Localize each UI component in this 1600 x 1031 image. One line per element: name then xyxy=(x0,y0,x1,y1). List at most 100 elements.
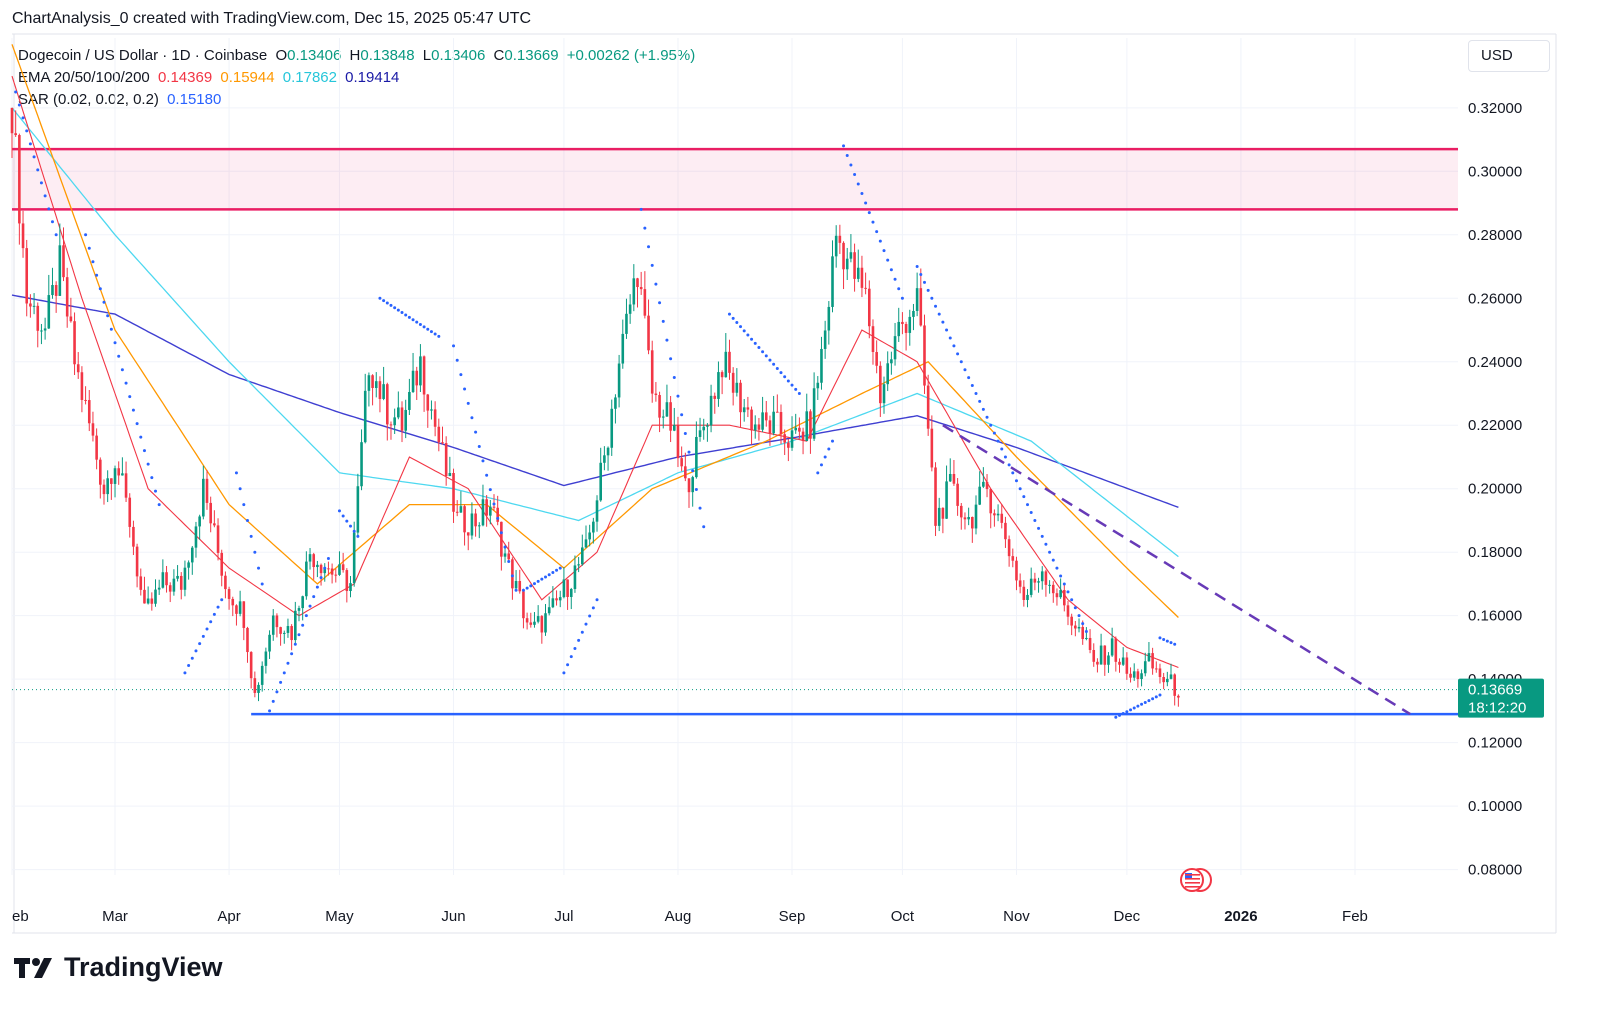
candle-body[interactable] xyxy=(363,390,367,443)
candle-body[interactable] xyxy=(205,478,209,503)
candle-body[interactable] xyxy=(319,564,323,574)
candle-body[interactable] xyxy=(400,407,404,431)
candle-body[interactable] xyxy=(183,567,187,590)
candle-body[interactable] xyxy=(264,651,268,666)
candle-body[interactable] xyxy=(834,235,838,257)
candle-body[interactable] xyxy=(1077,626,1081,629)
candle-body[interactable] xyxy=(544,613,547,633)
candle-body[interactable] xyxy=(301,596,304,609)
candle-body[interactable] xyxy=(179,575,183,590)
candle-body[interactable] xyxy=(1129,673,1132,678)
candle-body[interactable] xyxy=(430,409,433,411)
candle-body[interactable] xyxy=(220,552,224,576)
candle-body[interactable] xyxy=(1143,661,1147,674)
candle-body[interactable] xyxy=(466,532,470,536)
candle-body[interactable] xyxy=(14,133,17,136)
candle-body[interactable] xyxy=(154,589,157,604)
candle-body[interactable] xyxy=(849,252,853,259)
candle-body[interactable] xyxy=(650,350,654,394)
candle-body[interactable] xyxy=(989,489,993,514)
candle-body[interactable] xyxy=(257,684,260,693)
candle-body[interactable] xyxy=(904,324,908,333)
candle-body[interactable] xyxy=(190,547,194,563)
candle-body[interactable] xyxy=(1011,556,1015,561)
candle-body[interactable] xyxy=(117,468,121,476)
candle-body[interactable] xyxy=(1118,661,1121,665)
candle-body[interactable] xyxy=(985,481,989,490)
candle-body[interactable] xyxy=(948,473,952,482)
candle-body[interactable] xyxy=(99,459,102,485)
candle-body[interactable] xyxy=(1092,649,1096,662)
candle-body[interactable] xyxy=(143,589,146,604)
candle-body[interactable] xyxy=(275,615,279,628)
candle-body[interactable] xyxy=(62,245,65,278)
price-tag[interactable] xyxy=(1458,678,1544,718)
candle-body[interactable] xyxy=(1121,657,1125,665)
candle-body[interactable] xyxy=(1096,661,1099,665)
candle-body[interactable] xyxy=(463,506,466,533)
candle-body[interactable] xyxy=(209,502,212,524)
candle-body[interactable] xyxy=(69,316,73,322)
candle-body[interactable] xyxy=(886,363,889,385)
candle-body[interactable] xyxy=(577,564,580,566)
candle-body[interactable] xyxy=(132,526,135,547)
candle-body[interactable] xyxy=(260,665,264,685)
candle-body[interactable] xyxy=(820,348,823,383)
candle-body[interactable] xyxy=(592,521,595,533)
candle-body[interactable] xyxy=(647,315,650,351)
candle-body[interactable] xyxy=(459,506,463,513)
candle-body[interactable] xyxy=(172,578,176,592)
candle-body[interactable] xyxy=(831,256,834,307)
candle-body[interactable] xyxy=(51,285,54,296)
candle-body[interactable] xyxy=(779,412,783,435)
candle-body[interactable] xyxy=(1037,581,1040,583)
candle-body[interactable] xyxy=(511,559,514,589)
candle-body[interactable] xyxy=(1022,586,1026,600)
candle-body[interactable] xyxy=(1169,674,1173,679)
candle-body[interactable] xyxy=(967,516,970,520)
candle-body[interactable] xyxy=(805,411,809,442)
candle-body[interactable] xyxy=(415,370,419,386)
candle-body[interactable] xyxy=(433,409,437,427)
candle-body[interactable] xyxy=(882,384,886,404)
candle-body[interactable] xyxy=(1158,668,1162,678)
candle-body[interactable] xyxy=(187,562,190,568)
candle-body[interactable] xyxy=(294,610,297,641)
candle-body[interactable] xyxy=(672,424,676,431)
candle-body[interactable] xyxy=(1173,674,1176,696)
candle-body[interactable] xyxy=(349,583,352,592)
candle-body[interactable] xyxy=(566,579,569,597)
candle-body[interactable] xyxy=(1140,673,1143,680)
candle-body[interactable] xyxy=(455,511,459,513)
candle-body[interactable] xyxy=(827,306,831,331)
candle-body[interactable] xyxy=(235,605,238,614)
candle-body[interactable] xyxy=(176,575,179,579)
candle-body[interactable] xyxy=(371,375,374,388)
candle-body[interactable] xyxy=(661,416,665,418)
candle-body[interactable] xyxy=(378,381,382,399)
candle-body[interactable] xyxy=(897,321,901,337)
candle-body[interactable] xyxy=(422,356,426,395)
candle-body[interactable] xyxy=(404,409,407,431)
candle-body[interactable] xyxy=(739,382,742,413)
candle-body[interactable] xyxy=(165,572,168,586)
candle-body[interactable] xyxy=(507,553,511,560)
candle-body[interactable] xyxy=(485,499,488,516)
candle-body[interactable] xyxy=(352,532,356,584)
candle-body[interactable] xyxy=(912,310,915,317)
candle-body[interactable] xyxy=(1026,594,1029,600)
candle-body[interactable] xyxy=(709,395,713,426)
candle-body[interactable] xyxy=(776,411,779,413)
candle-body[interactable] xyxy=(393,417,396,426)
candle-body[interactable] xyxy=(356,486,360,533)
candle-body[interactable] xyxy=(305,561,308,597)
candle-body[interactable] xyxy=(536,616,540,622)
candle-body[interactable] xyxy=(971,516,974,529)
candle-body[interactable] xyxy=(1051,584,1055,594)
candle-body[interactable] xyxy=(1029,578,1033,595)
candle-body[interactable] xyxy=(496,507,499,522)
candle-body[interactable] xyxy=(1074,625,1077,629)
candle-body[interactable] xyxy=(764,412,768,421)
candle-body[interactable] xyxy=(934,467,937,526)
candle-body[interactable] xyxy=(603,455,606,463)
